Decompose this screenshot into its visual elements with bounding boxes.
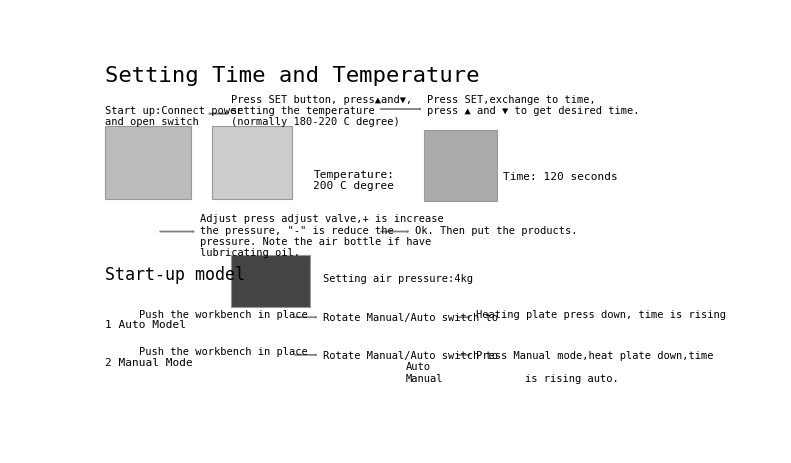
Text: press ▲ and ▼ to get desired time.: press ▲ and ▼ to get desired time. xyxy=(427,106,639,116)
Text: Setting air pressure:4kg: Setting air pressure:4kg xyxy=(323,273,473,283)
Text: Press Manual mode,heat plate down,time: Press Manual mode,heat plate down,time xyxy=(476,350,713,360)
Text: (normally 180-220 C degree): (normally 180-220 C degree) xyxy=(231,117,399,126)
Text: and open switch: and open switch xyxy=(105,117,199,126)
Text: Heating plate press down, time is rising: Heating plate press down, time is rising xyxy=(476,309,726,319)
Text: 2 Manual Mode: 2 Manual Mode xyxy=(105,357,193,367)
Bar xyxy=(212,127,292,200)
Bar xyxy=(105,127,191,200)
Bar xyxy=(424,131,498,202)
Text: Ok. Then put the products.: Ok. Then put the products. xyxy=(414,225,577,235)
Text: Rotate Manual/Auto switch to: Rotate Manual/Auto switch to xyxy=(323,313,498,323)
Text: Time: 120 seconds: Time: 120 seconds xyxy=(504,172,619,182)
Text: 1 Auto Model: 1 Auto Model xyxy=(105,320,186,330)
Text: setting the temperature: setting the temperature xyxy=(231,106,374,116)
Text: Temperature:: Temperature: xyxy=(313,170,395,180)
Text: Rotate Manual/Auto switch to: Rotate Manual/Auto switch to xyxy=(323,350,498,360)
Bar xyxy=(231,255,310,307)
Text: Press SET button, press▲and▼,: Press SET button, press▲and▼, xyxy=(231,95,412,105)
Text: lubricating oil.: lubricating oil. xyxy=(200,248,300,258)
Text: the pressure, "-" is reduce the: the pressure, "-" is reduce the xyxy=(200,225,394,235)
Text: Push the workbench in place: Push the workbench in place xyxy=(138,309,308,319)
Text: 200 C degree: 200 C degree xyxy=(313,181,395,191)
Text: Push the workbench in place: Push the workbench in place xyxy=(138,346,308,357)
Text: Auto: Auto xyxy=(406,362,430,371)
Text: is rising auto.: is rising auto. xyxy=(525,373,619,383)
Text: Start up:Connect power: Start up:Connect power xyxy=(105,106,243,116)
Text: Setting Time and Temperature: Setting Time and Temperature xyxy=(105,66,479,86)
Text: Manual: Manual xyxy=(406,373,443,383)
Text: Adjust press adjust valve,+ is increase: Adjust press adjust valve,+ is increase xyxy=(200,214,444,224)
Text: Press SET,exchange to time,: Press SET,exchange to time, xyxy=(427,95,596,105)
Text: Start-up model: Start-up model xyxy=(105,266,245,284)
Text: pressure. Note the air bottle if have: pressure. Note the air bottle if have xyxy=(200,237,431,247)
